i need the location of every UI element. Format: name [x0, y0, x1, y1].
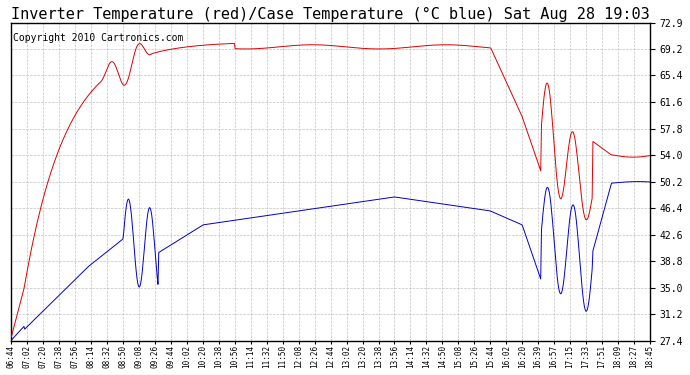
Text: Copyright 2010 Cartronics.com: Copyright 2010 Cartronics.com [13, 33, 184, 43]
Title: Inverter Temperature (red)/Case Temperature (°C blue) Sat Aug 28 19:03: Inverter Temperature (red)/Case Temperat… [11, 7, 650, 22]
